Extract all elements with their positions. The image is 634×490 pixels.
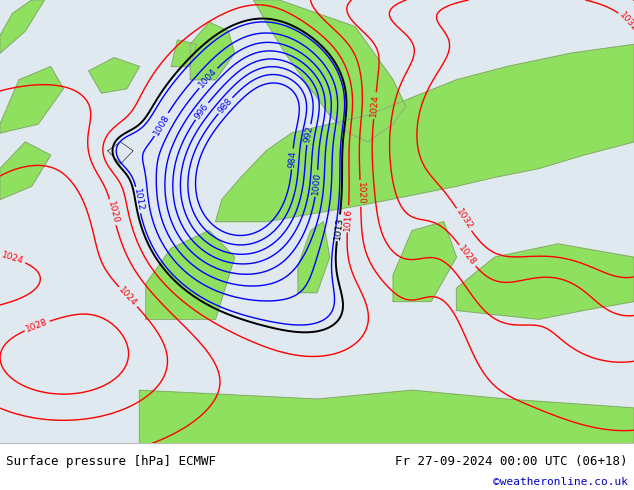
Text: 1024: 1024 bbox=[1, 250, 25, 266]
Polygon shape bbox=[393, 221, 456, 301]
Text: ©weatheronline.co.uk: ©weatheronline.co.uk bbox=[493, 477, 628, 487]
Text: 1020: 1020 bbox=[105, 200, 120, 224]
Polygon shape bbox=[0, 443, 634, 490]
Text: 1024: 1024 bbox=[370, 94, 380, 117]
Text: 1020: 1020 bbox=[356, 182, 365, 205]
Text: 1032: 1032 bbox=[618, 11, 634, 34]
Text: 1028: 1028 bbox=[456, 244, 478, 268]
Text: 1013: 1013 bbox=[333, 216, 344, 240]
Polygon shape bbox=[456, 244, 634, 319]
Text: 1012: 1012 bbox=[132, 188, 145, 212]
Polygon shape bbox=[89, 58, 139, 93]
Polygon shape bbox=[298, 221, 330, 293]
Polygon shape bbox=[0, 0, 44, 53]
Text: 988: 988 bbox=[216, 96, 235, 115]
Polygon shape bbox=[254, 0, 406, 142]
Text: 1004: 1004 bbox=[197, 67, 219, 90]
Text: 1000: 1000 bbox=[311, 172, 322, 196]
Text: Fr 27-09-2024 00:00 UTC (06+18): Fr 27-09-2024 00:00 UTC (06+18) bbox=[395, 455, 628, 467]
Text: Surface pressure [hPa] ECMWF: Surface pressure [hPa] ECMWF bbox=[6, 455, 216, 467]
Polygon shape bbox=[146, 231, 235, 319]
Text: 984: 984 bbox=[287, 150, 297, 168]
Polygon shape bbox=[0, 0, 634, 443]
Polygon shape bbox=[190, 22, 235, 80]
Text: 992: 992 bbox=[302, 125, 314, 144]
Text: 1032: 1032 bbox=[454, 208, 474, 232]
Polygon shape bbox=[171, 40, 197, 67]
Polygon shape bbox=[139, 390, 634, 443]
Text: 1008: 1008 bbox=[152, 112, 171, 137]
Polygon shape bbox=[0, 67, 63, 133]
Text: 1024: 1024 bbox=[117, 285, 139, 308]
Text: 996: 996 bbox=[193, 101, 210, 121]
Polygon shape bbox=[0, 142, 51, 199]
Text: 1028: 1028 bbox=[25, 318, 49, 334]
Text: 1016: 1016 bbox=[343, 207, 353, 231]
Polygon shape bbox=[216, 44, 634, 221]
